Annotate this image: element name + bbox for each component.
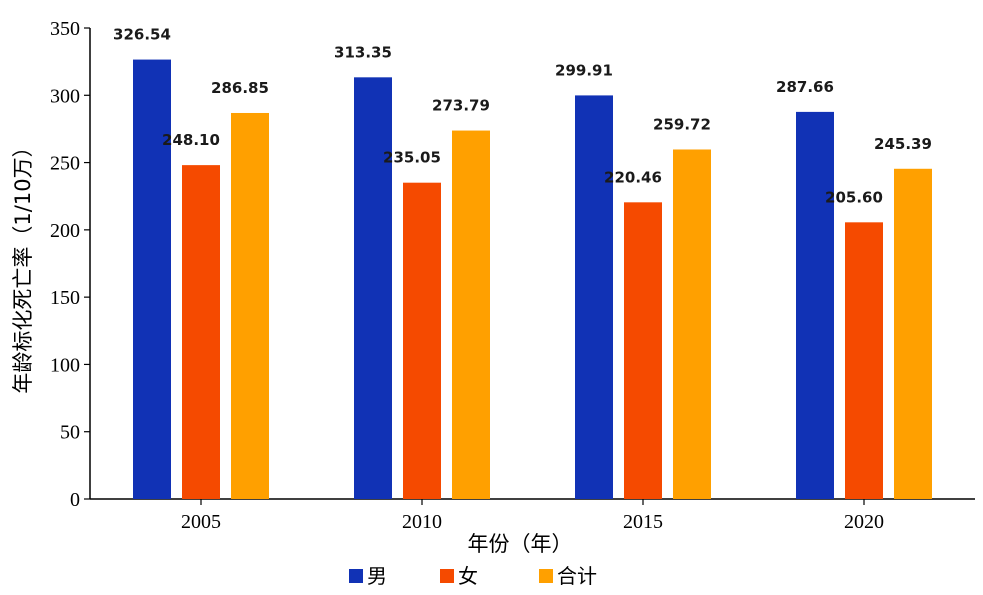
- x-ticks: 2005 2010 2015 2020: [181, 499, 884, 533]
- bar-value-label: 259.72: [653, 115, 711, 133]
- bar-total: [452, 130, 490, 499]
- y-tick-label: 100: [50, 354, 80, 376]
- bar-value-label: 220.46: [604, 168, 662, 186]
- legend-swatch: [440, 569, 454, 583]
- bar-value-label: 273.79: [432, 97, 490, 115]
- legend-label: 女: [458, 564, 478, 588]
- y-tick-label: 200: [50, 220, 80, 242]
- bar-total: [673, 149, 711, 499]
- x-tick-label: 2020: [844, 511, 884, 533]
- bar-male: [133, 59, 171, 499]
- x-tick-label: 2010: [402, 511, 442, 533]
- axes: [89, 28, 975, 500]
- bar-female: [182, 165, 220, 499]
- legend-swatch: [539, 569, 553, 583]
- bar-value-label: 245.39: [874, 135, 932, 153]
- bar-value-label: 299.91: [555, 61, 613, 79]
- legend: 男 女 合计: [349, 564, 597, 588]
- bar-value-label: 326.54: [113, 26, 171, 44]
- x-tick-label: 2005: [181, 511, 221, 533]
- y-tick-label: 250: [50, 153, 80, 175]
- bars: [133, 59, 932, 499]
- x-tick-label: 2015: [623, 511, 663, 533]
- y-tick-label: 50: [60, 422, 80, 444]
- bar-total: [894, 168, 932, 499]
- data-labels: 326.54 248.10 286.85 313.35 235.05 273.79 299.…: [113, 26, 932, 207]
- bar-male: [575, 95, 613, 499]
- bar-value-label: 313.35: [334, 43, 392, 61]
- bar-value-label: 205.60: [825, 188, 883, 206]
- bar-value-label: 287.66: [776, 78, 834, 96]
- bar-male: [796, 111, 834, 499]
- x-axis-label: 年份（年）: [468, 532, 573, 556]
- bar-female: [624, 202, 662, 499]
- y-tick-label: 300: [50, 85, 80, 107]
- y-ticks: 0 50 100 150 200 250 300 350: [50, 18, 90, 511]
- legend-swatch: [349, 569, 363, 583]
- y-tick-label: 0: [70, 489, 80, 511]
- legend-label: 合计: [557, 564, 597, 588]
- bar-female: [403, 182, 441, 499]
- y-tick-label: 150: [50, 287, 80, 309]
- bar-male: [354, 77, 392, 499]
- bar-value-label: 248.10: [162, 131, 220, 149]
- y-tick-label: 350: [50, 18, 80, 40]
- bar-value-label: 286.85: [211, 79, 269, 97]
- bar-total: [231, 112, 269, 499]
- y-axis-label: 年龄标化死亡率（1/10万）: [11, 136, 35, 393]
- legend-label: 男: [367, 564, 387, 588]
- bar-value-label: 235.05: [383, 149, 441, 167]
- bar-female: [845, 222, 883, 499]
